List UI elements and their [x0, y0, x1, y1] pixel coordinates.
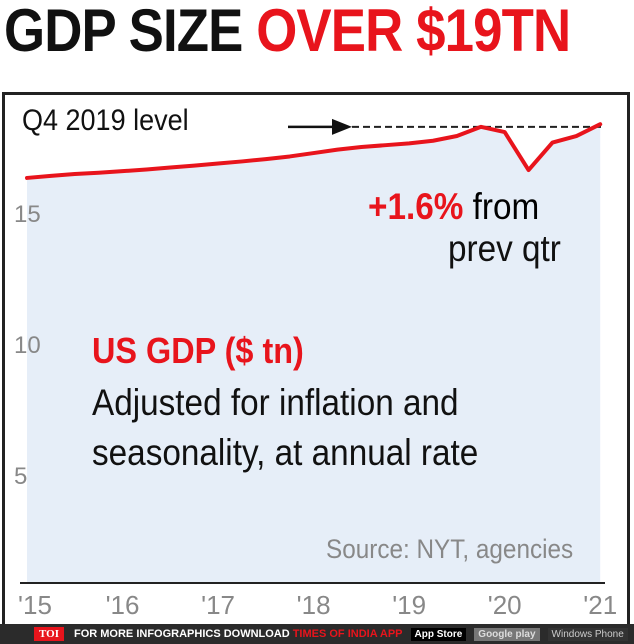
footer-text: FOR MORE INFOGRAPHICS DOWNLOAD [73, 628, 290, 640]
chart-title: GDP SIZE OVER $19TN [4, 0, 571, 65]
x-tick-label: '21 [583, 590, 617, 620]
app-store-badge[interactable]: App Store [410, 627, 467, 641]
source-note: Source: NYT, agencies [326, 534, 574, 564]
subtitle-line2: seasonality, at annual rate [92, 432, 479, 473]
subtitle-line1: Adjusted for inflation and [92, 382, 459, 423]
x-tick-label: '20 [488, 590, 522, 620]
x-tick-label: '15 [18, 590, 52, 620]
y-tick-label: 5 [14, 463, 27, 490]
footer-app[interactable]: TIMES OF INDIA APP [292, 628, 403, 640]
x-tick-label: '16 [106, 590, 140, 620]
series-title: US GDP ($ tn) [92, 330, 304, 371]
reference-line-label: Q4 2019 level [22, 104, 189, 137]
footer-bar: TOI FOR MORE INFOGRAPHICS DOWNLOAD TIMES… [0, 624, 634, 644]
series-line [25, 122, 603, 180]
toi-logo: TOI [34, 627, 64, 641]
windows-phone-badge[interactable]: Windows Phone [547, 627, 628, 641]
x-tick-label: '17 [201, 590, 235, 620]
arrow-head-icon [332, 118, 352, 135]
y-tick-label: 15 [14, 201, 41, 228]
change-line2: prev qtr [448, 228, 561, 269]
title-part2: OVER $19TN [256, 0, 571, 64]
x-tick-label: '19 [392, 590, 426, 620]
change-suffix: from [472, 186, 540, 227]
change-annotation: +1.6% from [368, 186, 539, 228]
chart-frame [2, 92, 630, 634]
title-part1: GDP SIZE [4, 0, 243, 64]
area-fill [27, 124, 601, 583]
google-play-badge[interactable]: Google play [474, 627, 540, 641]
change-value: +1.6% [368, 186, 464, 227]
y-tick-label: 10 [14, 332, 41, 359]
x-tick-label: '18 [297, 590, 331, 620]
